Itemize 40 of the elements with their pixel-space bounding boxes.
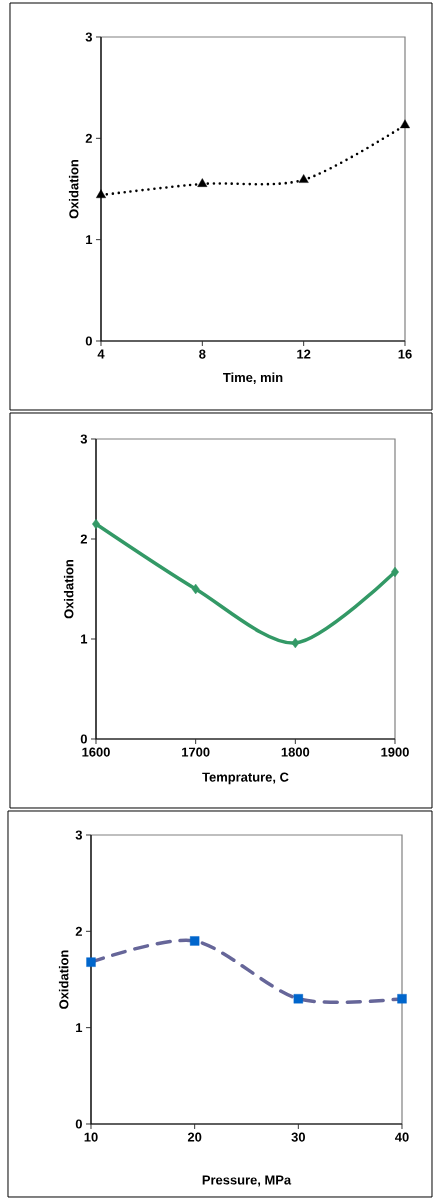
- x-tick-label: 1800: [281, 747, 310, 757]
- y-tick-label: 1: [76, 1023, 83, 1033]
- y-tick-label: 3: [80, 434, 88, 444]
- x-tick-label: 1600: [82, 747, 110, 757]
- point: [96, 189, 106, 199]
- y-tick-label: 1: [81, 634, 88, 644]
- x-tick-label: 8: [199, 349, 206, 359]
- point: [397, 994, 407, 1004]
- point: [298, 174, 309, 183]
- x-tick-label: 4: [97, 349, 105, 359]
- y-tick-label: 2: [75, 926, 82, 936]
- y-axis-title: Oxidation: [58, 950, 69, 1009]
- point: [86, 957, 96, 967]
- y-axis-title: Oxidation: [63, 559, 74, 619]
- y-tick-label: 1: [86, 235, 93, 245]
- point: [293, 994, 304, 1004]
- x-tick-label: 12: [297, 349, 311, 359]
- point: [189, 936, 200, 946]
- y-tick-label: 0: [75, 1119, 82, 1129]
- y-tick-label: 2: [85, 133, 92, 143]
- x-tick-label: 40: [395, 1132, 409, 1142]
- point: [400, 119, 410, 129]
- y-tick-label: 0: [80, 734, 87, 744]
- x-axis-title: Pressure, MPa: [202, 1175, 292, 1187]
- y-axis-title: Oxidation: [68, 159, 79, 219]
- y-tick-label: 0: [85, 336, 92, 346]
- point: [197, 178, 208, 187]
- x-axis-title: Temprature, C: [202, 772, 289, 785]
- y-tick-label: 3: [85, 32, 93, 42]
- x-tick-label: 30: [291, 1132, 305, 1142]
- point: [191, 583, 200, 595]
- y-tick-label: 2: [80, 534, 87, 544]
- point: [291, 637, 300, 649]
- x-axis-title: Time, min: [223, 372, 283, 384]
- y-tick-label: 3: [75, 830, 83, 840]
- x-tick-label: 10: [84, 1132, 98, 1142]
- x-tick-label: 20: [187, 1132, 202, 1142]
- x-tick-label: 16: [398, 349, 412, 359]
- x-tick-label: 1700: [182, 747, 210, 757]
- x-tick-label: 1900: [381, 747, 409, 757]
